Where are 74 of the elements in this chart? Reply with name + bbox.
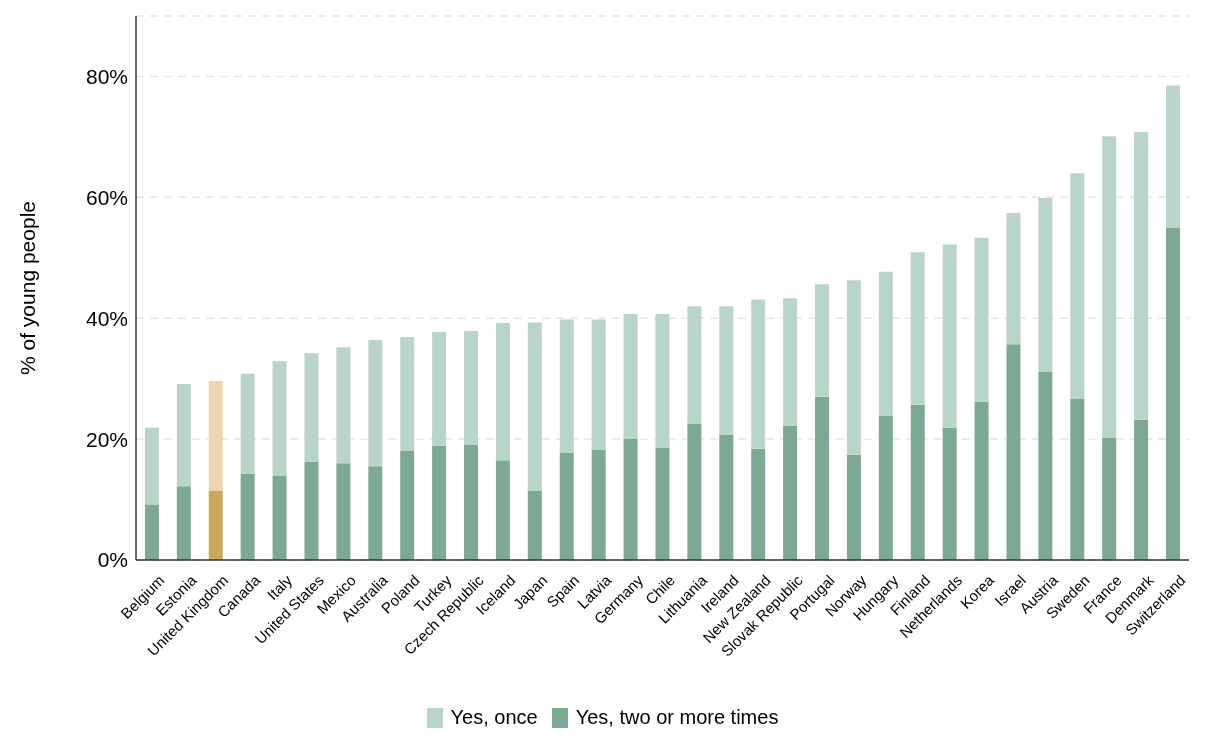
y-tick-label: 40%	[85, 306, 128, 330]
bar	[1134, 419, 1149, 560]
legend-label: Yes, once	[450, 706, 538, 729]
bar	[1038, 372, 1053, 560]
bar	[655, 447, 670, 560]
bar	[495, 460, 510, 560]
bar	[1070, 398, 1085, 560]
bar	[1134, 132, 1149, 420]
bar	[336, 463, 351, 560]
y-tick-label: 80%	[85, 64, 128, 88]
bar	[783, 425, 798, 560]
bar	[974, 401, 989, 560]
bar	[240, 373, 255, 474]
bar	[846, 280, 861, 455]
bar	[1166, 227, 1181, 560]
y-tick-label: 60%	[85, 185, 128, 209]
bar	[751, 299, 766, 449]
bar	[432, 332, 447, 446]
bar	[432, 445, 447, 560]
bar	[304, 461, 319, 560]
bar	[942, 244, 957, 428]
bar	[368, 339, 383, 467]
bar	[208, 381, 223, 492]
bar	[687, 423, 702, 560]
bar	[464, 444, 479, 560]
bar	[719, 434, 734, 560]
bar	[655, 313, 670, 448]
bar	[846, 454, 861, 560]
bar	[878, 415, 893, 560]
bar	[751, 448, 766, 560]
bar	[910, 404, 925, 560]
bar	[559, 452, 574, 560]
bar	[687, 306, 702, 424]
bar	[336, 347, 351, 464]
bar	[623, 313, 638, 439]
y-tick-label: 0%	[97, 548, 128, 572]
bar	[176, 384, 191, 487]
bar	[272, 361, 287, 476]
bar	[815, 396, 830, 560]
bar	[240, 473, 255, 560]
bar	[464, 330, 479, 445]
bar	[591, 319, 606, 450]
bar	[910, 252, 925, 405]
bar	[208, 491, 223, 560]
bar	[1070, 173, 1085, 399]
bar	[1038, 197, 1053, 373]
bar	[974, 237, 989, 402]
bar	[942, 427, 957, 560]
bar	[368, 466, 383, 560]
legend-label: Yes, two or more times	[575, 706, 779, 729]
y-tick-label: 20%	[85, 427, 128, 451]
bar	[623, 438, 638, 560]
bar	[878, 271, 893, 416]
bar	[591, 449, 606, 560]
bar	[176, 486, 191, 560]
bar	[719, 306, 734, 435]
bar	[559, 319, 574, 453]
bar	[1006, 344, 1021, 560]
bar	[1102, 437, 1117, 560]
bar	[527, 490, 542, 560]
bar	[1006, 213, 1021, 345]
bar	[304, 353, 319, 462]
bar	[815, 284, 830, 397]
bar	[495, 323, 510, 461]
bar	[400, 336, 415, 451]
y-axis-title: % of young people	[16, 201, 40, 375]
bar	[1166, 85, 1181, 228]
bar	[527, 322, 542, 491]
bar	[783, 298, 798, 426]
bar	[144, 427, 159, 505]
bar	[144, 504, 159, 560]
bar	[400, 450, 415, 560]
bar	[272, 475, 287, 560]
bar	[1102, 136, 1117, 438]
